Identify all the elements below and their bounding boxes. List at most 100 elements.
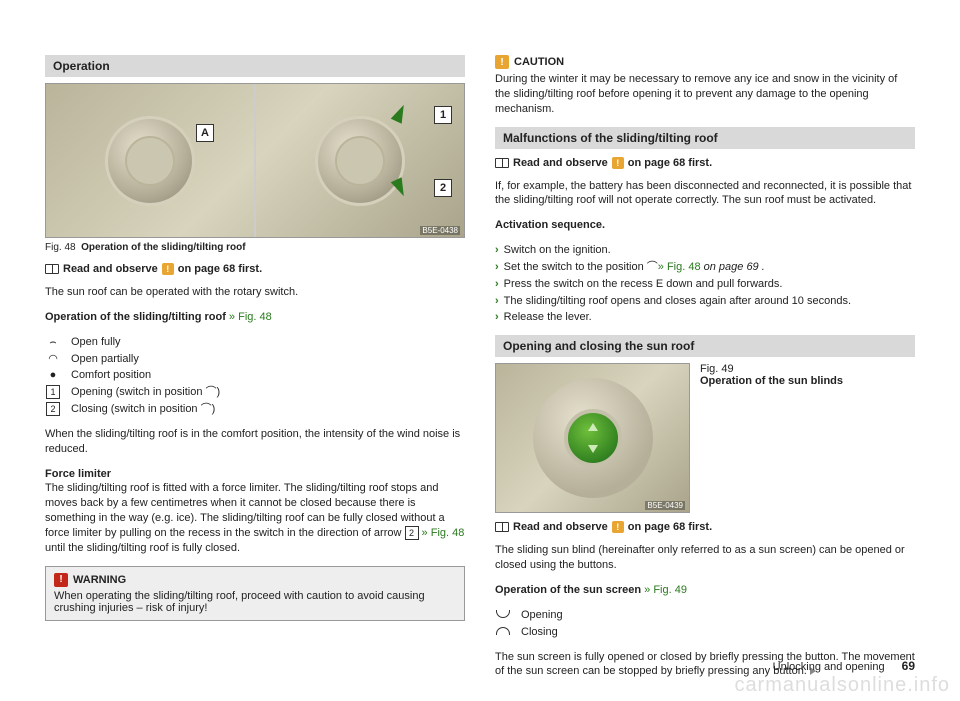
operation-heading: Operation of the sliding/tilting roof bbox=[45, 311, 226, 323]
figure-49-caption: Fig. 49 Operation of the sun blinds bbox=[700, 363, 843, 513]
para-comfort: When the sliding/tilting roof is in the … bbox=[45, 427, 465, 457]
page-footer: Unlocking and opening 69 bbox=[773, 659, 915, 673]
list-item: ⌢ Open fully bbox=[45, 335, 465, 350]
step-1: Switch on the ignition. bbox=[504, 243, 611, 258]
force-limiter-block: Force limiter The sliding/tilting roof i… bbox=[45, 467, 465, 556]
right-column: ! CAUTION During the winter it may be ne… bbox=[495, 55, 915, 689]
list-item: ◠Open partially bbox=[45, 352, 465, 367]
para-sunblind: The sliding sun blind (hereinafter only … bbox=[495, 543, 915, 573]
operation-ref: » Fig. 48 bbox=[226, 311, 272, 323]
figure-49-photo: B5E-0439 bbox=[495, 363, 690, 513]
read-observe-label: Read and observe bbox=[63, 263, 158, 275]
caution-text: During the winter it may be necessary to… bbox=[495, 72, 915, 117]
list-item: Opening bbox=[495, 608, 915, 623]
book-icon bbox=[45, 264, 59, 274]
warning-label: WARNING bbox=[73, 574, 126, 586]
warning-block: ! WARNING When operating the sliding/til… bbox=[45, 566, 465, 621]
callout-1: 1 bbox=[434, 106, 452, 124]
item-closing: Closing (switch in position ⌒) bbox=[71, 402, 215, 417]
opening-glyph-icon bbox=[495, 608, 511, 623]
read-observe-tail: on page 68 first. bbox=[628, 157, 712, 169]
caution-header: ! CAUTION bbox=[495, 55, 915, 69]
fig49-prefix: Fig. 49 bbox=[700, 363, 843, 375]
figure-48-caption: Fig. 48 Operation of the sliding/tilting… bbox=[45, 242, 465, 253]
footer-page-number: 69 bbox=[902, 659, 915, 673]
footer-section: Unlocking and opening bbox=[773, 661, 885, 673]
caution-icon: ! bbox=[495, 55, 509, 69]
watermark: carmanualsonline.info bbox=[734, 674, 950, 697]
item-comfort: Comfort position bbox=[71, 368, 151, 383]
section-sunroof-header: Opening and closing the sun roof bbox=[495, 335, 915, 357]
item-closing: Closing bbox=[521, 625, 558, 640]
list-item: Closing bbox=[495, 625, 915, 640]
chevron-icon: › bbox=[495, 294, 499, 309]
section-malfunctions-header: Malfunctions of the sliding/tilting roof bbox=[495, 127, 915, 149]
item-opening: Opening bbox=[521, 608, 563, 623]
list-item: ● Comfort position bbox=[45, 368, 465, 383]
chevron-icon: › bbox=[495, 260, 499, 275]
book-icon bbox=[495, 522, 509, 532]
box-2-inline-icon: 2 bbox=[405, 526, 419, 540]
rotary-switch-icon bbox=[105, 116, 195, 206]
figure-48-code: B5E-0438 bbox=[420, 226, 460, 235]
book-icon bbox=[495, 158, 509, 168]
fig48-text: Operation of the sliding/tilting roof bbox=[81, 242, 245, 253]
figure-48-left bbox=[46, 84, 256, 237]
item-opening: Opening (switch in position ⌒) bbox=[71, 385, 220, 400]
chevron-icon: › bbox=[495, 310, 499, 325]
open-fully-icon: ⌢ bbox=[45, 335, 61, 350]
operation-heading-line: Operation of the sliding/tilting roof » … bbox=[45, 310, 465, 325]
warning-badge-icon: ! bbox=[162, 263, 174, 275]
chevron-icon: › bbox=[495, 243, 499, 258]
step-row: › Release the lever. bbox=[495, 310, 915, 325]
screen-list: Opening Closing bbox=[495, 608, 915, 640]
para-battery: If, for example, the battery has been di… bbox=[495, 179, 915, 209]
read-observe-line-2: Read and observe ! on page 68 first. bbox=[495, 157, 915, 169]
force-limiter-title: Force limiter bbox=[45, 468, 111, 480]
step-4: The sliding/tilting roof opens and close… bbox=[504, 294, 851, 309]
figure-48-photo: A 1 2 B5E-0438 bbox=[45, 83, 465, 238]
para-sunroof-operated: The sun roof can be operated with the ro… bbox=[45, 285, 465, 300]
step-row: › Set the switch to the position ⌒» Fig. … bbox=[495, 260, 915, 275]
figure-49-row: B5E-0439 Fig. 49 Operation of the sun bl… bbox=[495, 363, 915, 513]
read-observe-line-3: Read and observe ! on page 68 first. bbox=[495, 521, 915, 533]
force-text-c: until the sliding/tilting roof is fully … bbox=[45, 542, 240, 554]
item-open-fully: Open fully bbox=[71, 335, 121, 350]
step-row: › The sliding/tilting roof opens and clos… bbox=[495, 294, 915, 309]
rotary-switch-icon bbox=[315, 116, 405, 206]
step-2: Set the switch to the position ⌒» Fig. 4… bbox=[504, 260, 765, 275]
open-partial-icon: ◠ bbox=[45, 352, 61, 367]
warning-badge-icon: ! bbox=[612, 157, 624, 169]
closing-glyph-icon bbox=[495, 625, 511, 640]
step-3: Press the switch on the recess E down an… bbox=[504, 277, 783, 292]
read-observe-line: Read and observe ! on page 68 first. bbox=[45, 263, 465, 275]
warning-icon: ! bbox=[54, 573, 68, 587]
operation-list: ⌢ Open fully ◠Open partially ● Comfort pos… bbox=[45, 335, 465, 417]
bullet-icon: ● bbox=[45, 368, 61, 383]
fig48-prefix: Fig. 48 bbox=[45, 242, 76, 253]
list-item: 1 Opening (switch in position ⌒) bbox=[45, 385, 465, 400]
fig49-text: Operation of the sun blinds bbox=[700, 375, 843, 387]
box-2-icon: 2 bbox=[45, 402, 61, 417]
warning-badge-icon: ! bbox=[612, 521, 624, 533]
chevron-icon: › bbox=[495, 277, 499, 292]
box-1-icon: 1 bbox=[45, 385, 61, 400]
read-observe-label: Read and observe bbox=[513, 157, 608, 169]
op-screen-ref: » Fig. 49 bbox=[641, 584, 687, 596]
warning-text: When operating the sliding/tilting roof,… bbox=[54, 590, 456, 614]
green-knob-icon bbox=[564, 409, 622, 467]
force-text-a: The sliding/tilting roof is fitted with … bbox=[45, 482, 445, 539]
callout-2: 2 bbox=[434, 179, 452, 197]
step-row: › Press the switch on the recess E down a… bbox=[495, 277, 915, 292]
force-ref: » Fig. 48 bbox=[419, 527, 465, 539]
read-observe-tail: on page 68 first. bbox=[178, 263, 262, 275]
caution-label: CAUTION bbox=[514, 56, 564, 68]
read-observe-tail: on page 68 first. bbox=[628, 521, 712, 533]
list-item: 2 Closing (switch in position ⌒) bbox=[45, 402, 465, 417]
op-screen-heading: Operation of the sun screen bbox=[495, 584, 641, 596]
activation-steps: › Switch on the ignition. › Set the switch… bbox=[495, 243, 915, 325]
activation-title: Activation sequence. bbox=[495, 218, 915, 233]
step-5: Release the lever. bbox=[504, 310, 592, 325]
left-column: Operation A 1 2 B5E-0438 Fig. 48 Operati… bbox=[45, 55, 465, 689]
read-observe-label: Read and observe bbox=[513, 521, 608, 533]
